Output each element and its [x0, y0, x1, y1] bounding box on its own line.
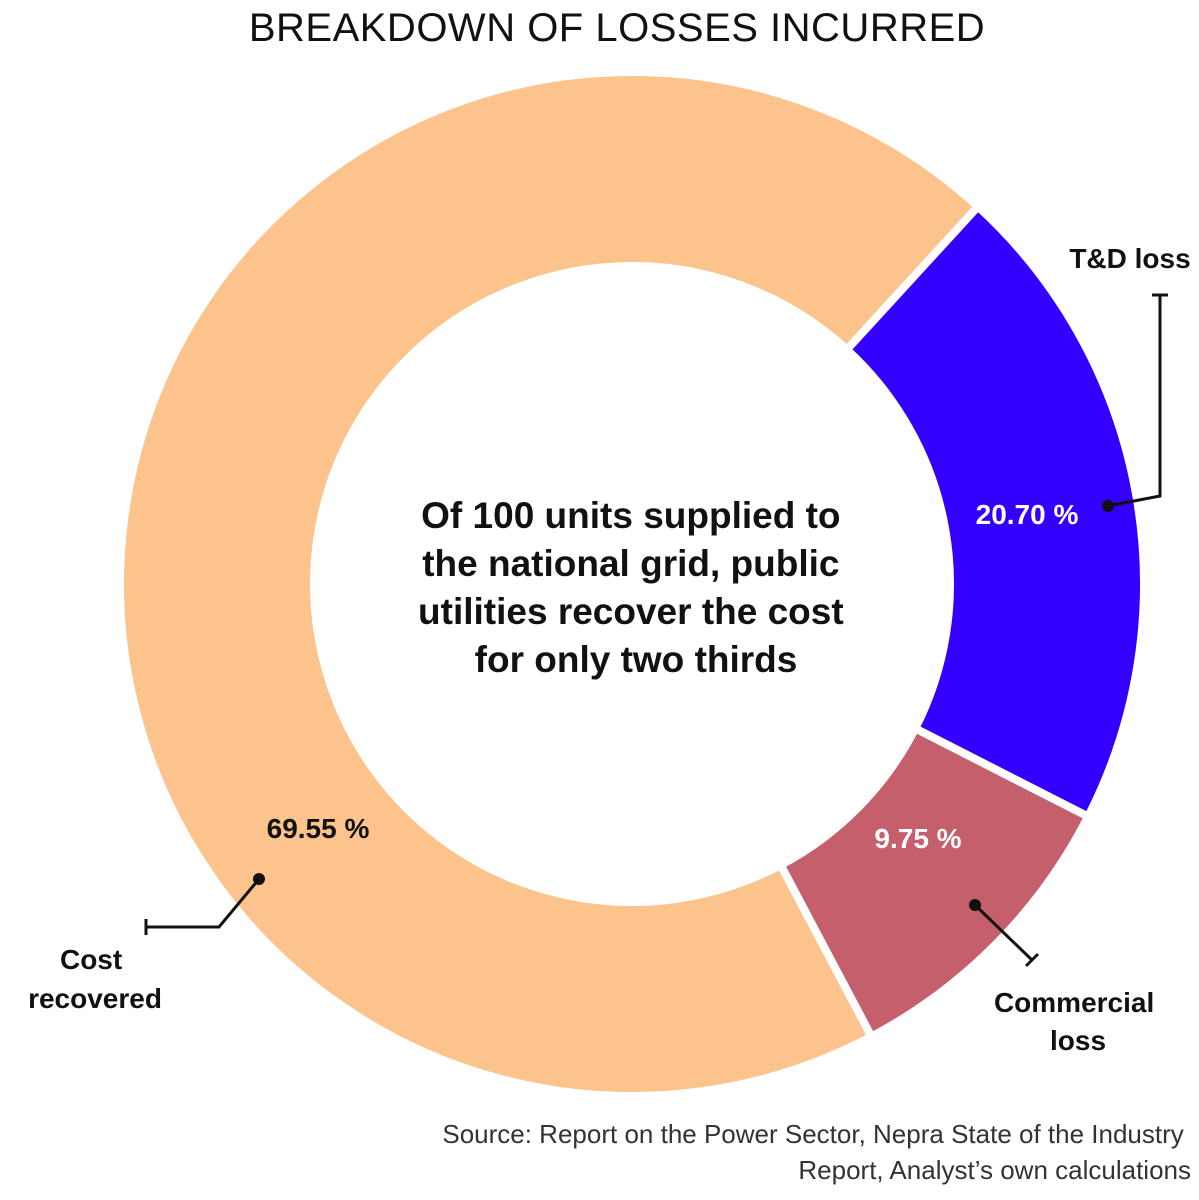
category-label-cost-recovered: Cost recovered: [28, 944, 162, 1014]
category-label-td-loss: T&D loss: [1069, 243, 1190, 274]
center-text-line: for only two thirds: [475, 639, 798, 680]
category-label-line: loss: [1050, 1025, 1106, 1056]
category-label-commercial-loss: Commercial loss: [994, 987, 1162, 1056]
center-text-line: utilities recover the cost: [418, 591, 844, 632]
chart-title: BREAKDOWN OF LOSSES INCURRED: [249, 6, 985, 50]
leader-line-cost-recovered: [146, 878, 261, 929]
value-label-td-loss: 20.70 %: [976, 499, 1079, 530]
category-label-line: recovered: [28, 983, 162, 1014]
donut-slices: [115, 68, 1148, 1100]
leader-line-td-loss: [1107, 295, 1162, 508]
leader-cap-commercial-loss: [1024, 952, 1040, 968]
slice-t-d-loss: [841, 200, 1148, 822]
source-line: Report, Analyst’s own calculations: [798, 1155, 1191, 1185]
category-label-line: Cost: [60, 944, 122, 975]
center-text-line: the national grid, public: [422, 543, 839, 584]
center-text: Of 100 units supplied to the national gr…: [418, 495, 854, 680]
source-line: Source: Report on the Power Sector, Nepr…: [442, 1119, 1183, 1149]
value-label-cost-recovered: 69.55 %: [267, 813, 370, 844]
value-label-commercial-loss: 9.75 %: [874, 823, 961, 854]
leader-line-commercial-loss: [973, 903, 1034, 962]
category-label-line: Commercial: [994, 987, 1154, 1018]
center-text-line: Of 100 units supplied to: [421, 495, 840, 536]
source-note: Source: Report on the Power Sector, Nepr…: [442, 1119, 1191, 1185]
slice-cost-recovered: [115, 68, 984, 1100]
